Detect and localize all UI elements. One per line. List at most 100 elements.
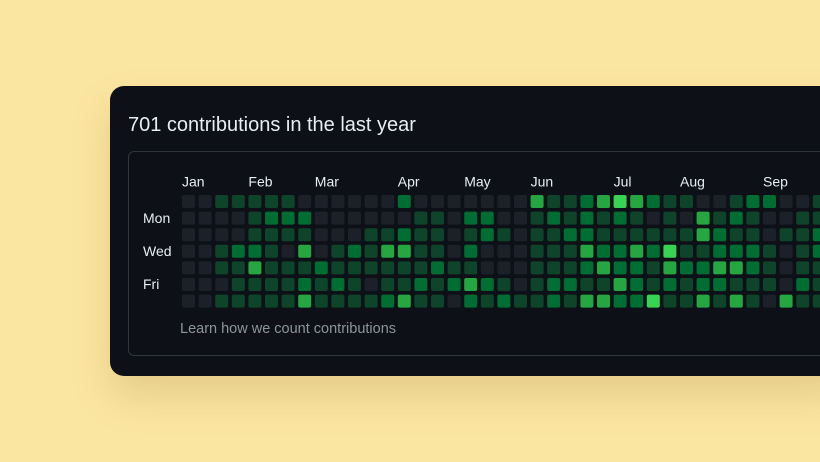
contribution-cell (348, 278, 361, 291)
contribution-cell (547, 195, 561, 208)
contribution-cell (746, 211, 760, 225)
contribution-cell (812, 244, 820, 258)
contribution-cell (348, 294, 361, 308)
contribution-cell (480, 261, 494, 275)
contribution-cell (414, 211, 428, 225)
contribution-cell (281, 244, 295, 258)
contribution-cell (812, 211, 820, 225)
contribution-cell (663, 294, 677, 308)
contribution-cell (763, 261, 776, 275)
contribution-cell (497, 228, 511, 242)
contribution-cell (746, 195, 760, 208)
contribution-cell (713, 294, 727, 308)
contribution-cell (464, 211, 478, 225)
contribution-cell (597, 195, 610, 208)
contribution-cell (265, 244, 278, 258)
contribution-cell (431, 261, 444, 275)
month-label: Sep (763, 174, 788, 190)
contribution-cell (763, 195, 776, 208)
contribution-cell (198, 294, 212, 308)
contribution-cell (597, 261, 610, 275)
contribution-cell (514, 278, 527, 291)
contribution-cell (680, 278, 693, 291)
contribution-cell (779, 261, 793, 275)
contribution-cell (431, 244, 444, 258)
contribution-cell (713, 261, 727, 275)
contribution-cell (763, 278, 776, 291)
contribution-cell (663, 278, 677, 291)
contribution-cell (265, 195, 278, 208)
contribution-cell (381, 261, 395, 275)
contribution-cell (447, 211, 461, 225)
month-label: Feb (248, 174, 272, 190)
contribution-cell (680, 294, 693, 308)
contribution-cell (729, 294, 743, 308)
contribution-cell (580, 278, 594, 291)
contribution-cell (397, 244, 411, 258)
contribution-cell (796, 278, 810, 291)
contribution-cell (563, 228, 577, 242)
contribution-cell (182, 261, 195, 275)
month-label: Jun (531, 174, 554, 190)
contribution-cell (696, 244, 710, 258)
contribution-cell (497, 244, 511, 258)
contribution-cell (397, 294, 411, 308)
contribution-cell (182, 244, 195, 258)
contribution-cell (348, 228, 361, 242)
contribution-cell (580, 261, 594, 275)
contribution-cell (746, 278, 760, 291)
contribution-cell (381, 278, 395, 291)
contribution-cell (680, 211, 693, 225)
contribution-cell (364, 244, 378, 258)
contribution-cell (265, 278, 278, 291)
contribution-cell (231, 228, 245, 242)
contribution-cell (580, 244, 594, 258)
contribution-cell (348, 195, 361, 208)
contribution-cell (381, 228, 395, 242)
contribution-cell (680, 261, 693, 275)
contribution-cell (746, 294, 760, 308)
contribution-cell (547, 211, 561, 225)
contribution-cell (480, 211, 494, 225)
contribution-cell (580, 294, 594, 308)
contribution-cell (547, 294, 561, 308)
contribution-cell (364, 211, 378, 225)
contribution-cell (613, 278, 627, 291)
contribution-cell (779, 195, 793, 208)
contribution-cell (514, 211, 527, 225)
contribution-cell (646, 228, 660, 242)
contribution-cell (215, 211, 229, 225)
contribution-cell (331, 211, 345, 225)
day-label: Fri (143, 276, 159, 292)
contribution-cell (447, 228, 461, 242)
contribution-cell (314, 244, 328, 258)
contribution-cell (696, 261, 710, 275)
contribution-cell (414, 228, 428, 242)
contribution-cell (464, 244, 478, 258)
contribution-cell (646, 294, 660, 308)
contribution-cell (215, 228, 229, 242)
contribution-cell (630, 244, 644, 258)
contribution-cell (231, 294, 245, 308)
contribution-cell (613, 261, 627, 275)
contribution-cell (447, 278, 461, 291)
contribution-cell (480, 195, 494, 208)
contribution-cell (497, 195, 511, 208)
contribution-cell (397, 278, 411, 291)
contribution-cell (597, 278, 610, 291)
contribution-cell (447, 261, 461, 275)
contribution-cell (514, 244, 527, 258)
contribution-cell (514, 228, 527, 242)
contribution-cell (215, 294, 229, 308)
contribution-cell (729, 228, 743, 242)
contribution-cell (729, 278, 743, 291)
contribution-cell (348, 244, 361, 258)
contribution-cell (464, 294, 478, 308)
footer-link[interactable]: Learn how we count contributions (180, 321, 396, 337)
contribution-cell (314, 211, 328, 225)
contribution-cell (198, 261, 212, 275)
contribution-cell (414, 294, 428, 308)
month-label: Jul (614, 174, 632, 190)
contribution-cell (265, 294, 278, 308)
